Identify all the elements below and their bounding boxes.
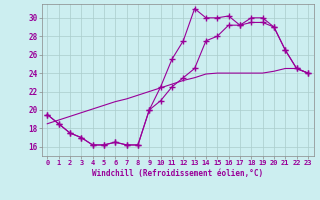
X-axis label: Windchill (Refroidissement éolien,°C): Windchill (Refroidissement éolien,°C) (92, 169, 263, 178)
